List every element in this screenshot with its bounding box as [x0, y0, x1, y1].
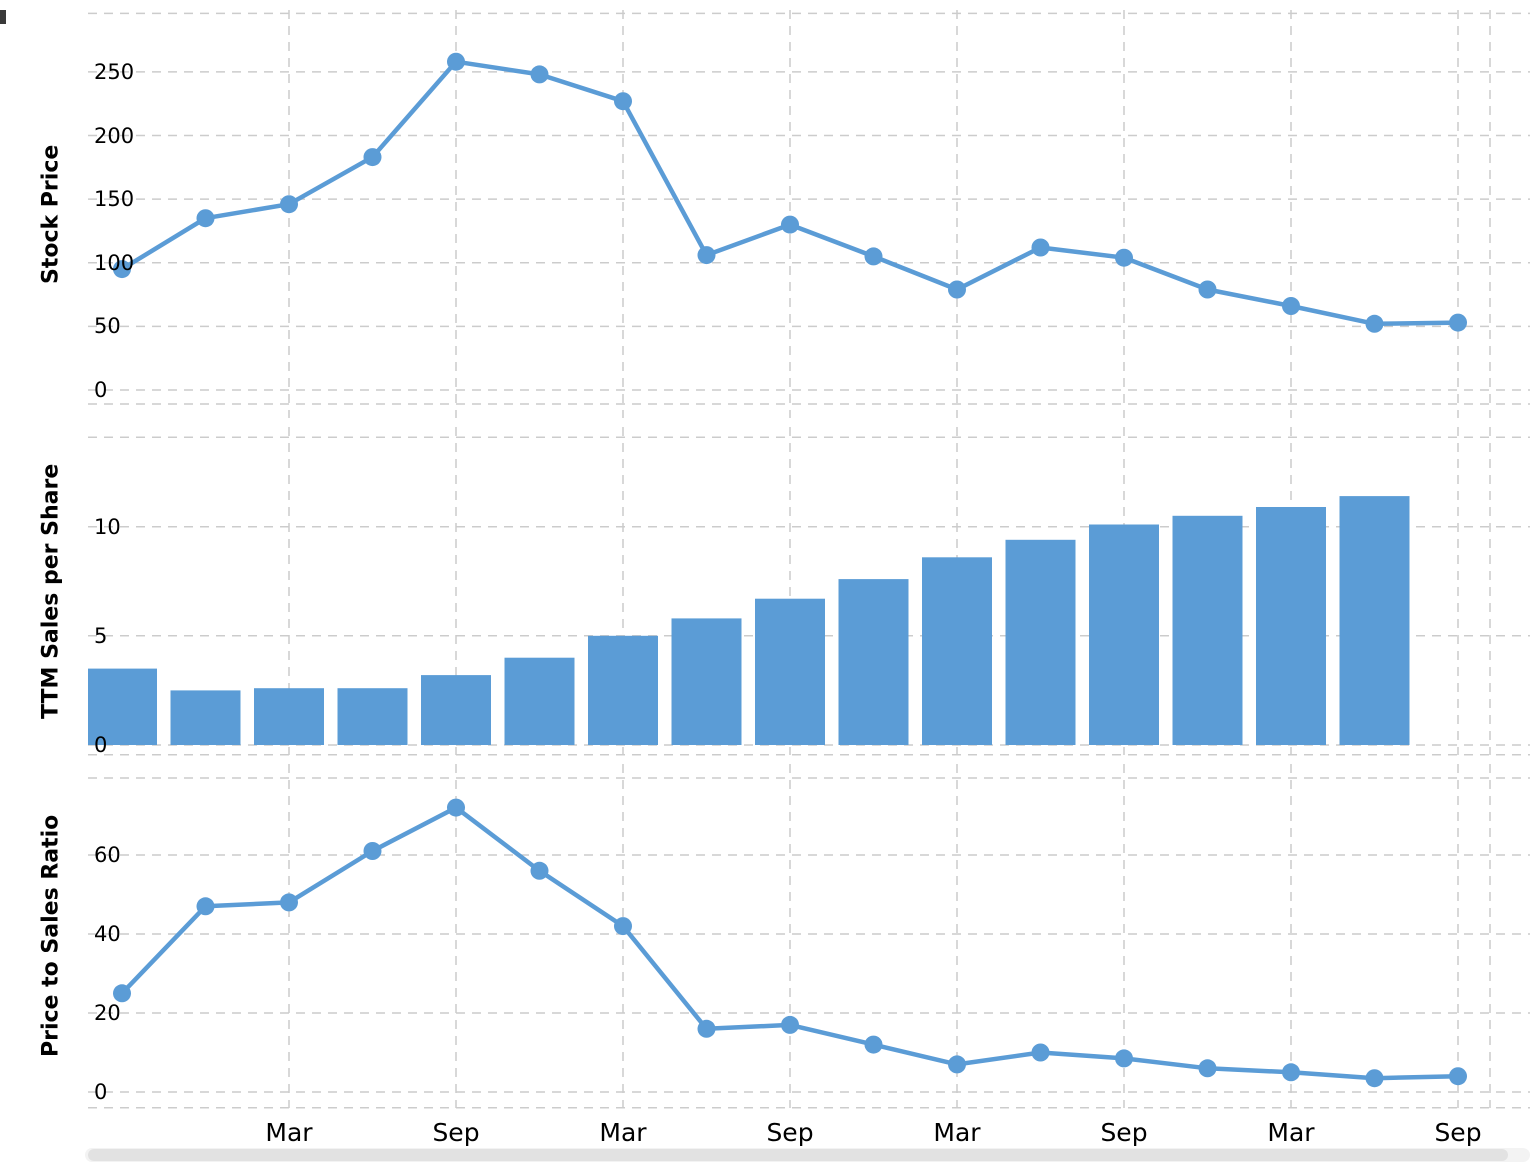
screen-edge-artifact: [0, 10, 6, 24]
y-tick-label: 0: [94, 733, 108, 757]
y-tick-label: 40: [94, 922, 121, 946]
y-tick-label: 0: [94, 378, 108, 402]
y-tick-label: 250: [94, 59, 135, 84]
x-axis-labels: Mar Sep Mar Sep Mar Sep Mar Sep: [0, 1116, 1530, 1154]
x-tick-label: Mar: [599, 1118, 647, 1147]
x-tick-label: Sep: [432, 1118, 480, 1147]
y-tick-label: 100: [94, 250, 135, 275]
scrollbar-thumb[interactable]: [88, 1149, 1508, 1161]
x-tick-label: Mar: [265, 1118, 313, 1147]
stock-price-panel: Stock Price 0 50 100 150 200 250: [0, 8, 1530, 420]
x-tick-label: Sep: [1434, 1118, 1482, 1147]
ttm-sales-axis-title: TTM Sales per Share: [38, 463, 64, 719]
stock-price-plot: [88, 10, 1530, 418]
y-tick-label: 0: [94, 1080, 108, 1104]
ps-ratio-axis-title: Price to Sales Ratio: [38, 814, 64, 1058]
x-tick-label: Sep: [1100, 1118, 1148, 1147]
horizontal-scrollbar[interactable]: [85, 1148, 1530, 1162]
y-tick-label: 60: [94, 843, 121, 867]
ps-ratio-panel: Price to Sales Ratio 0 20 40 60: [0, 762, 1530, 1110]
y-tick-label: 150: [94, 187, 135, 212]
x-tick-label: Mar: [933, 1118, 981, 1147]
stock-price-axis-title: Stock Price: [38, 144, 64, 284]
ps-ratio-plot: [88, 764, 1530, 1109]
y-tick-label: 50: [94, 314, 121, 339]
ttm-sales-panel: TTM Sales per Share 0 5 10: [0, 425, 1530, 757]
y-tick-label: 5: [94, 623, 108, 648]
y-tick-label: 200: [94, 123, 135, 148]
y-tick-label: 10: [94, 514, 121, 539]
y-tick-label: 20: [94, 1001, 121, 1025]
x-tick-label: Mar: [1267, 1118, 1315, 1147]
x-tick-label: Sep: [766, 1118, 814, 1147]
ttm-sales-plot: [88, 427, 1530, 756]
